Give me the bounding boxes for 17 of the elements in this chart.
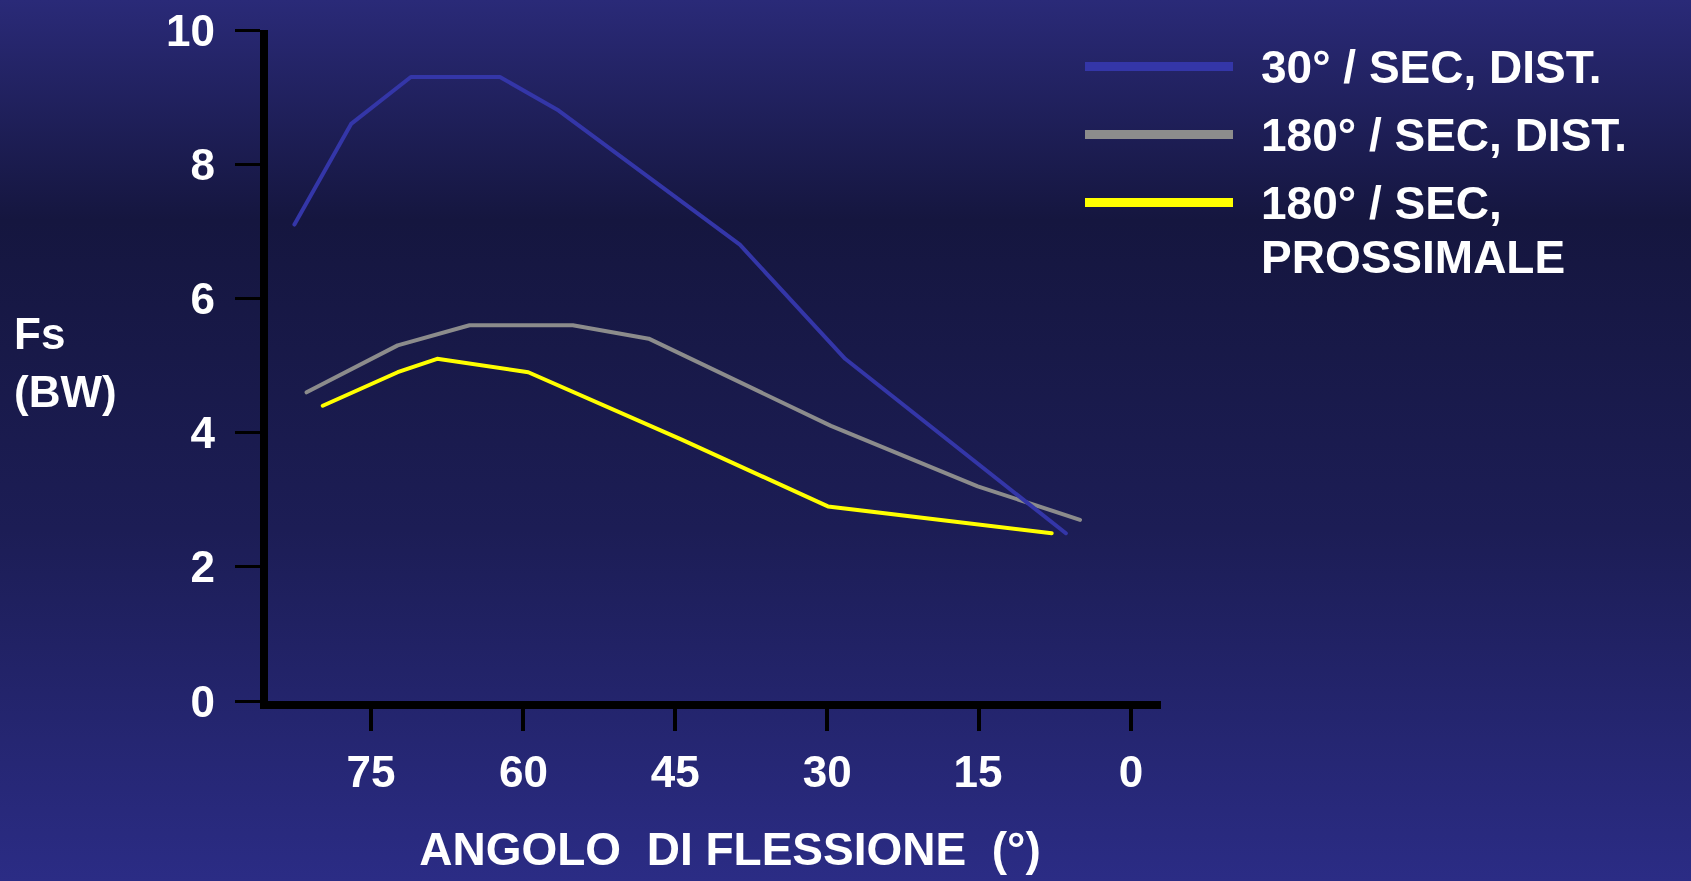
y-tick-label: 6 xyxy=(190,273,215,323)
y-tick-label: 4 xyxy=(190,408,216,458)
x-tick-label: 15 xyxy=(953,747,1003,796)
y-tick-label: 10 xyxy=(166,5,215,55)
legend-label: 180° / SEC, DIST. xyxy=(1261,108,1629,162)
x-tick-label: 30 xyxy=(802,747,852,796)
y-axis-title: Fs (BW) xyxy=(14,308,118,418)
legend-label: 30° / SEC, DIST. xyxy=(1261,40,1603,94)
x-tick-label: 45 xyxy=(650,747,700,796)
x-tick-label: 75 xyxy=(346,747,396,796)
y-tick-label: 2 xyxy=(190,542,215,592)
y-tick-label: 0 xyxy=(190,676,215,726)
legend-label: 180° / SEC, PROSSIMALE xyxy=(1261,176,1567,284)
x-axis-title: ANGOLO DI FLESSIONE (°) xyxy=(418,822,1042,876)
x-tick-label: 0 xyxy=(1118,747,1144,796)
y-tick-label: 8 xyxy=(190,139,215,189)
x-tick-label: 60 xyxy=(498,747,548,796)
